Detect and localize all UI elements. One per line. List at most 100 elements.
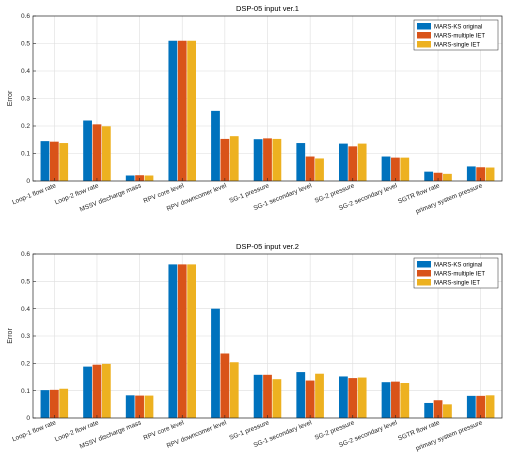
legend-swatch [417,270,431,277]
bar [381,156,391,181]
bar [220,138,230,181]
bar [49,389,59,418]
bar [272,138,282,181]
y-tick-label: 0.5 [21,41,30,48]
legend-label: MARS-multiple IET [434,33,485,39]
bar [381,382,391,418]
legend: MARS-KS original MARS-multiple IET MARS-si… [413,257,499,289]
bar [348,146,358,181]
bar [211,110,220,181]
bar [315,158,324,181]
bar [476,167,486,181]
bar [101,126,111,181]
legend-swatch [417,23,431,30]
y-tick-label: 0.1 [21,151,30,158]
bar [466,395,476,418]
bar [92,364,102,418]
bar [357,143,367,181]
bar [443,173,452,181]
bar [433,400,443,418]
legend-label: MARS-KS original [434,24,482,30]
legend-swatch [417,32,431,39]
bar [144,175,154,181]
legend-label: MARS-single IET [434,42,480,48]
bar [305,380,315,418]
y-tick-label: 0.5 [21,279,30,286]
bar [357,377,367,418]
bar [263,138,272,181]
bar [433,172,443,181]
y-tick-label: 0.3 [21,96,30,103]
y-tick-label: 0.4 [21,306,30,313]
bar [400,157,410,181]
bar [101,363,111,418]
bar [253,374,263,418]
bar [177,40,187,181]
bar [391,157,400,181]
bar [211,308,220,418]
legend-swatch [417,261,431,268]
y-tick-label: 0.6 [21,13,30,20]
bar [59,388,69,418]
bar [485,395,495,418]
x-tick-label: Loop-1 flow rate [11,419,57,443]
bar [424,402,434,418]
bar [92,124,102,181]
bar [296,372,306,418]
bar [400,383,410,418]
bar [59,143,69,181]
y-tick-label: 0.4 [21,68,30,75]
y-tick-label: 0.2 [21,123,30,130]
bar [49,141,59,181]
bar [40,390,50,418]
y-tick-label: 0.6 [21,251,30,258]
bar [220,353,230,418]
bar [348,378,358,418]
bar [443,404,452,418]
bar [125,175,135,181]
bar [391,381,400,418]
bar [135,395,144,418]
y-tick-label: 0.2 [21,361,30,368]
chart-title: DSP-05 input ver.1 [236,4,299,13]
bar [296,143,306,181]
legend-label: MARS-KS original [434,262,482,268]
y-axis-label: Error [7,90,14,106]
bar [272,379,282,418]
bar [253,139,263,181]
bar [315,373,324,418]
bar [305,156,315,181]
bar [125,395,135,418]
legend-swatch [417,41,431,48]
bar [339,376,348,418]
bar [83,120,92,181]
bar [168,264,178,418]
y-tick-label: 0 [26,178,30,185]
bar [485,167,495,181]
bar [187,264,196,418]
bar [168,40,178,181]
legend-label: MARS-multiple IET [434,271,485,277]
bar [466,166,476,181]
bar [40,141,50,181]
bar [424,171,434,181]
x-tick-label: Loop-1 flow rate [11,182,57,206]
legend-label: MARS-single IET [434,280,480,286]
bar [187,40,196,181]
bar [83,366,92,418]
bar [177,264,187,418]
legend: MARS-KS original MARS-multiple IET MARS-si… [413,19,499,51]
bar [339,143,348,181]
y-tick-label: 0.1 [21,388,30,395]
bar [144,395,154,418]
y-tick-label: 0.3 [21,333,30,340]
chart-title: DSP-05 input ver.2 [236,242,299,251]
legend-swatch [417,279,431,286]
bar [476,395,486,418]
bar [263,374,272,418]
y-tick-label: 0 [26,415,30,422]
bar [229,362,239,418]
